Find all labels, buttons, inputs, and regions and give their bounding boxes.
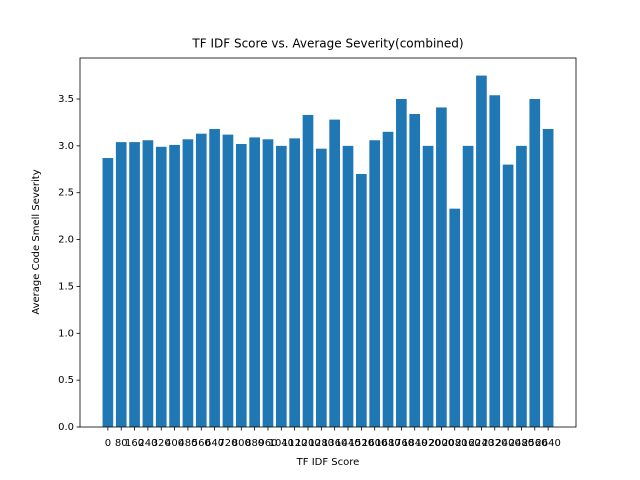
x-tick-label: 2560 bbox=[522, 438, 547, 449]
plot-frame bbox=[79, 57, 577, 428]
y-tick-label: 1.0 bbox=[58, 328, 74, 339]
bar bbox=[289, 138, 300, 428]
bar bbox=[169, 144, 180, 428]
x-tick-label: 2080 bbox=[442, 438, 467, 449]
x-tick-label: 800 bbox=[232, 438, 251, 449]
y-tick-label: 3.5 bbox=[58, 94, 74, 105]
x-tick-label: 960 bbox=[258, 438, 277, 449]
x-tick-label: 2320 bbox=[482, 438, 507, 449]
y-tick-label: 1.5 bbox=[58, 281, 74, 292]
x-tick-label: 1360 bbox=[322, 438, 347, 449]
x-tick-label: 1040 bbox=[269, 438, 294, 449]
bar bbox=[235, 143, 247, 428]
x-tick-label: 720 bbox=[218, 438, 237, 449]
bar bbox=[529, 99, 541, 427]
bar bbox=[182, 139, 194, 427]
x-tick-label: 1760 bbox=[389, 438, 414, 449]
x-tick-label: 2000 bbox=[429, 438, 454, 449]
bar bbox=[489, 95, 501, 427]
x-tick-label: 2240 bbox=[469, 438, 494, 449]
x-tick-label: 1920 bbox=[415, 438, 440, 449]
x-tick-label: 160 bbox=[125, 438, 144, 449]
y-tick-label: 2.5 bbox=[58, 188, 74, 199]
bar bbox=[369, 140, 381, 427]
bar bbox=[342, 145, 354, 427]
x-tick-label: 1200 bbox=[295, 438, 320, 449]
y-axis-label: Average Code Smell Severity bbox=[31, 169, 42, 314]
x-tick-label: 240 bbox=[138, 438, 157, 449]
bar bbox=[382, 131, 394, 428]
x-tick-label: 2400 bbox=[495, 438, 520, 449]
bar bbox=[476, 75, 487, 428]
bar bbox=[115, 142, 127, 427]
x-tick-label: 80 bbox=[115, 438, 128, 449]
bar bbox=[155, 146, 167, 427]
bar bbox=[356, 173, 367, 427]
bar bbox=[222, 134, 234, 427]
bar bbox=[195, 133, 207, 427]
bar bbox=[142, 140, 154, 427]
x-tick-label: 320 bbox=[152, 438, 171, 449]
chart-title: TF IDF Score vs. Average Severity(combin… bbox=[191, 37, 463, 51]
bar bbox=[262, 139, 274, 427]
bar bbox=[436, 107, 447, 427]
x-tick-label: 2160 bbox=[455, 438, 480, 449]
x-tick-label: 1280 bbox=[309, 438, 334, 449]
y-tick-label: 3.0 bbox=[58, 141, 74, 152]
bar bbox=[462, 145, 474, 427]
bar bbox=[502, 164, 514, 427]
bar bbox=[129, 142, 140, 427]
bar bbox=[542, 128, 554, 427]
bar bbox=[422, 145, 434, 427]
x-tick-label: 400 bbox=[165, 438, 184, 449]
x-tick-label: 1520 bbox=[349, 438, 374, 449]
x-tick-label: 1840 bbox=[402, 438, 427, 449]
bar bbox=[516, 145, 527, 427]
x-tick-label: 2480 bbox=[509, 438, 534, 449]
x-axis-label: TF IDF Score bbox=[296, 457, 360, 468]
x-tick-label: 1680 bbox=[375, 438, 400, 449]
bar bbox=[209, 128, 220, 427]
bar bbox=[102, 158, 114, 428]
bar bbox=[302, 114, 314, 427]
y-tick-label: 0.5 bbox=[58, 375, 74, 386]
x-tick-label: 880 bbox=[245, 438, 264, 449]
y-tick-label: 2.0 bbox=[58, 235, 74, 246]
x-tick-label: 480 bbox=[178, 438, 197, 449]
bar bbox=[329, 119, 341, 428]
x-tick-label: 640 bbox=[205, 438, 224, 449]
x-tick-label: 0 bbox=[105, 438, 111, 449]
bar bbox=[275, 145, 287, 427]
x-tick-label: 1600 bbox=[362, 438, 387, 449]
x-tick-label: 1120 bbox=[282, 438, 307, 449]
bar bbox=[449, 208, 461, 427]
bar bbox=[249, 137, 260, 427]
x-tick-label: 2640 bbox=[535, 438, 560, 449]
x-tick-label: 560 bbox=[192, 438, 211, 449]
bar bbox=[396, 99, 407, 427]
bar bbox=[315, 148, 327, 427]
y-tick-label: 0.0 bbox=[58, 422, 74, 433]
bar bbox=[409, 113, 421, 427]
x-tick-label: 1440 bbox=[335, 438, 360, 449]
